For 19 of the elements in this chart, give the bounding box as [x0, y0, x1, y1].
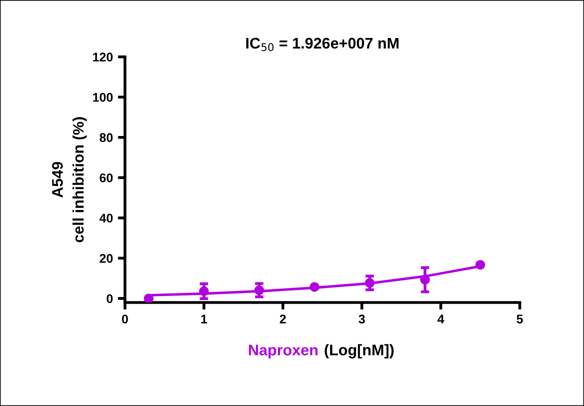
x-tick-label: 4: [438, 314, 444, 324]
x-tick-label: 3: [358, 314, 365, 324]
x-tick-label: 1: [201, 314, 208, 324]
point: [310, 282, 320, 292]
y-tick-label: 100: [93, 92, 113, 102]
y-tick-label: 60: [100, 173, 113, 182]
y-tick-label: 20: [100, 254, 113, 263]
x-tick-label: 2: [280, 314, 286, 324]
y-tick-label: 120: [93, 52, 113, 62]
point: [475, 260, 486, 270]
x-tick-label: 0: [122, 314, 128, 324]
y-axis-title: A549 cell inhibition (%): [52, 117, 87, 242]
y-tick-label: 0: [106, 294, 113, 304]
y-tick-label: 80: [100, 133, 113, 142]
chart-title: IC$_{50}$ = 1.926e+007 nM: [246, 38, 398, 52]
point: [144, 294, 154, 302]
y-tick-label: 40: [99, 214, 113, 223]
x-tick-label: 5: [516, 314, 523, 324]
x-axis-title: Naproxen (Log[nM]): [248, 344, 394, 358]
